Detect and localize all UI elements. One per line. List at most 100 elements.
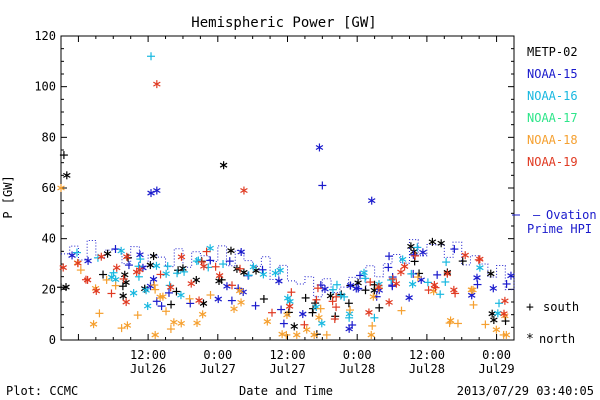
y-tick-label: 100 xyxy=(34,80,56,94)
data-point-north xyxy=(507,271,515,280)
data-point-north xyxy=(397,268,405,277)
data-points xyxy=(57,52,515,339)
data-point-north xyxy=(398,255,407,264)
data-point-north xyxy=(345,324,353,333)
data-point-north xyxy=(237,248,245,257)
data-point-south xyxy=(436,290,445,299)
highlighted-point-north xyxy=(153,80,161,89)
y-tick-label: 120 xyxy=(34,29,56,43)
north-marker-symbol: * xyxy=(526,332,534,347)
legend-entry: NOAA-17 xyxy=(527,111,578,125)
data-point-north xyxy=(400,262,409,271)
data-point-north xyxy=(476,263,484,272)
data-point-north xyxy=(283,294,292,303)
data-point-north xyxy=(494,309,502,318)
x-tick-day-label: Jul28 xyxy=(409,362,445,376)
data-point-north xyxy=(122,298,130,307)
data-point-south xyxy=(411,251,420,260)
data-point-south xyxy=(81,275,90,284)
data-point-north xyxy=(501,296,509,305)
data-point-south xyxy=(117,324,126,333)
chart-title: Hemispheric Power [GW] xyxy=(191,15,376,31)
data-point-south xyxy=(227,281,236,290)
data-point-north xyxy=(467,285,476,294)
data-point-north xyxy=(285,302,294,311)
x-tick-time-label: 12:00 xyxy=(269,348,305,362)
data-point-south xyxy=(119,274,128,283)
data-point-south xyxy=(388,282,397,291)
data-point-north xyxy=(430,280,439,289)
data-point-south xyxy=(340,292,349,301)
data-point-south xyxy=(164,288,173,297)
data-point-south xyxy=(370,313,379,322)
data-point-north xyxy=(407,242,415,251)
data-point-north xyxy=(200,262,208,271)
data-point-north xyxy=(195,296,203,305)
data-point-south xyxy=(251,301,260,310)
data-point-north xyxy=(214,295,223,304)
north-marker-label: north xyxy=(539,332,575,346)
data-point-south xyxy=(316,304,325,313)
x-tick-day-label: Jul28 xyxy=(339,362,375,376)
data-point-north xyxy=(488,309,496,318)
data-point-north xyxy=(142,286,150,295)
data-point-south xyxy=(502,279,511,288)
data-point-north xyxy=(62,283,70,292)
x-tick-time-label: 12:00 xyxy=(409,348,445,362)
data-point-north xyxy=(206,244,214,253)
data-point-south xyxy=(330,315,339,324)
data-point-north xyxy=(68,251,76,260)
data-point-south xyxy=(424,286,433,295)
data-point-south xyxy=(442,258,451,267)
data-point-south xyxy=(166,325,175,334)
data-point-north xyxy=(193,318,201,327)
data-point-north xyxy=(198,310,207,319)
x-axis-label: Date and Time xyxy=(239,384,333,398)
data-point-south xyxy=(423,278,432,287)
data-point-south xyxy=(206,290,215,299)
data-point-north xyxy=(230,304,238,313)
data-point-south xyxy=(151,285,160,294)
data-point-north xyxy=(215,276,223,285)
data-point-south xyxy=(279,319,288,328)
y-tick-label: 20 xyxy=(42,282,56,296)
data-point-south xyxy=(409,250,418,259)
data-point-north xyxy=(227,246,235,255)
data-point-south xyxy=(219,260,228,269)
data-point-south xyxy=(451,289,460,298)
data-point-north xyxy=(299,310,307,319)
data-point-south xyxy=(300,320,309,329)
data-point-north xyxy=(375,282,383,291)
data-point-south xyxy=(192,257,201,266)
data-point-north xyxy=(120,270,129,279)
legend-entry: NOAA-18 xyxy=(527,133,578,147)
data-point-south xyxy=(474,255,483,264)
data-point-north xyxy=(136,265,144,274)
data-point-south xyxy=(384,263,393,272)
data-point-south xyxy=(99,270,108,279)
data-point-north xyxy=(177,319,186,328)
highlighted-point-north xyxy=(63,171,71,180)
data-point-north xyxy=(215,271,224,280)
data-point-north xyxy=(170,318,178,327)
data-point-south xyxy=(388,274,397,283)
highlighted-point-north xyxy=(315,143,324,152)
data-point-south xyxy=(368,321,377,330)
data-point-north xyxy=(89,320,98,329)
data-point-north xyxy=(318,319,326,328)
data-point-south xyxy=(346,306,355,315)
data-point-north xyxy=(443,269,452,278)
x-tick-time-label: 12:00 xyxy=(130,348,166,362)
data-point-north xyxy=(408,280,417,289)
data-point-south xyxy=(172,287,181,296)
data-point-south xyxy=(361,286,370,295)
data-point-north xyxy=(179,264,187,273)
data-point-south xyxy=(385,252,394,261)
x-tick-day-label: Jul27 xyxy=(200,362,236,376)
footer-left: Plot: CCMC xyxy=(6,384,78,398)
data-point-north xyxy=(177,252,186,261)
data-point-north xyxy=(97,252,106,261)
data-point-north xyxy=(500,309,508,318)
data-point-north xyxy=(276,266,284,275)
